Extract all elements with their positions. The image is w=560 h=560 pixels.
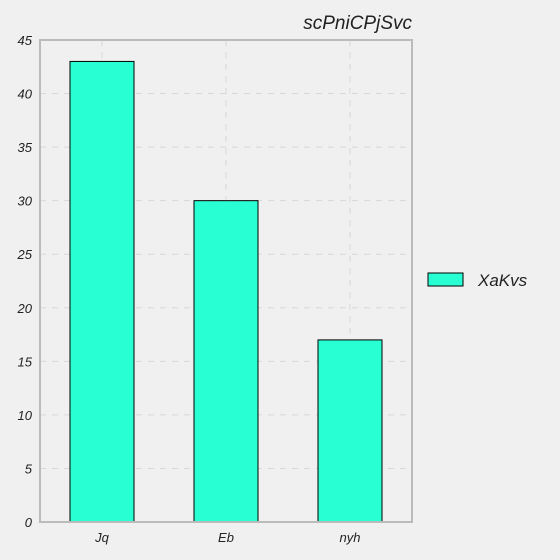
y-tick-label: 15	[18, 354, 33, 369]
x-tick-label: Eb	[218, 530, 234, 545]
bar-nyh	[317, 339, 383, 523]
legend-label: XaKvs	[477, 271, 528, 290]
y-axis-ticks: 0 5 10 15 20 25 30 35 40 45	[17, 33, 33, 530]
y-tick-label: 10	[18, 408, 33, 423]
y-tick-label: 0	[25, 515, 33, 530]
y-tick-label: 25	[17, 247, 33, 262]
legend-swatch	[427, 272, 464, 287]
x-axis-ticks: Jq Eb nyh	[94, 530, 360, 545]
plot-frame	[39, 39, 413, 523]
x-tick-label: nyh	[340, 530, 361, 545]
bars	[69, 60, 383, 523]
chart-title: scPniCPjSvc	[303, 13, 412, 34]
y-tick-label: 40	[18, 87, 33, 102]
legend: XaKvs	[427, 271, 528, 290]
y-tick-label: 45	[18, 33, 33, 48]
y-tick-label: 30	[18, 194, 33, 209]
bar-Jq	[69, 60, 135, 523]
y-tick-label: 35	[18, 140, 33, 155]
bar-Eb	[193, 200, 259, 523]
y-tick-label: 20	[17, 301, 33, 316]
x-tick-label: Jq	[94, 530, 110, 545]
y-tick-label: 5	[25, 461, 33, 476]
